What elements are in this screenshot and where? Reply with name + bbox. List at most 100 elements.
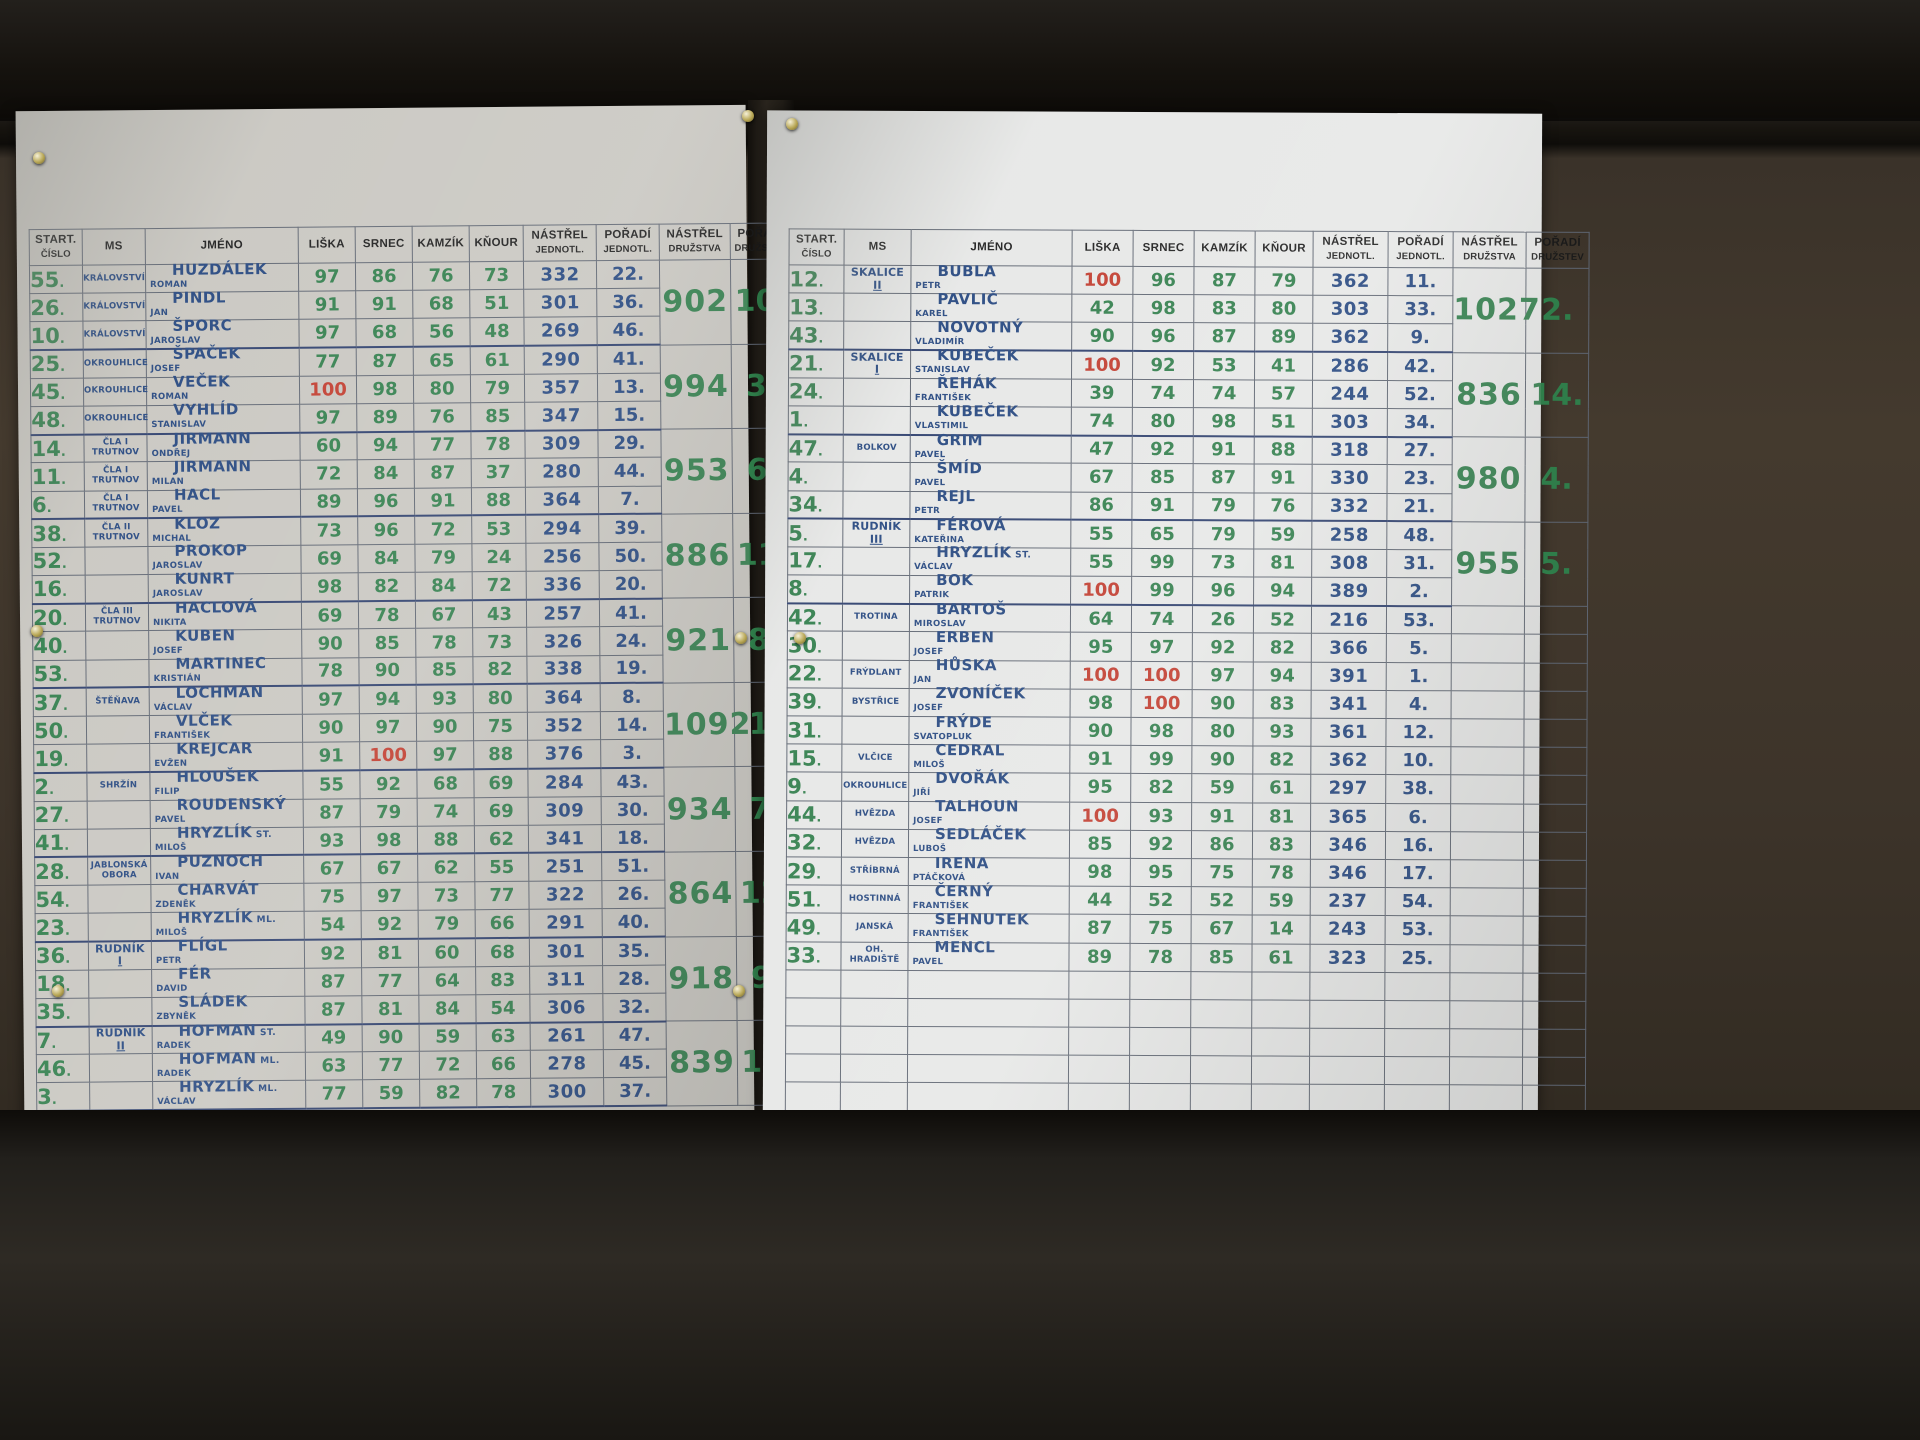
cell-liska: 42 (1071, 294, 1133, 323)
col-start-number: START. ČÍSLO (29, 229, 83, 266)
cell-srnec: 92 (1132, 435, 1194, 464)
cell-start-number: 34. (787, 490, 844, 519)
cell-nastrel-jednotl: 346 (1310, 859, 1386, 888)
cell-knour: 54 (475, 994, 531, 1023)
cell-kamzik: 79 (1192, 520, 1254, 549)
cell-start-number: 46. (36, 1054, 90, 1083)
cell-empty (1384, 1000, 1450, 1029)
cell-poradi-jednotl: 18. (601, 823, 665, 853)
cell-ms: KRÁLOVSTVÍ (82, 320, 147, 350)
cell-nastrel-druzstva: 980 (1451, 436, 1526, 522)
col-nastrel-jednotl: NÁSTŘEL JEDNOTL. (1313, 231, 1389, 268)
cell-name: PETR FLÍGL (151, 937, 305, 970)
cell-srnec: 79 (360, 797, 418, 827)
cell-nastrel-druzstva (1451, 662, 1525, 691)
cell-ms (84, 546, 149, 576)
cell-liska: 98 (1069, 858, 1131, 887)
cell-nastrel-jednotl: 309 (528, 796, 602, 826)
cell-nastrel-jednotl: 294 (525, 514, 599, 544)
cell-kamzik: 87 (1193, 266, 1256, 296)
cell-poradi-jednotl: 6. (1385, 803, 1451, 832)
cell-srnec: 85 (1132, 463, 1194, 493)
cell-nastrel-jednotl: 336 (526, 570, 600, 600)
cell-poradi-jednotl: 30. (601, 795, 665, 825)
cell-liska: 91 (302, 741, 360, 771)
cell-nastrel-druzstva (1450, 916, 1524, 945)
cell-poradi-jednotl: 16. (1385, 831, 1451, 860)
cell-empty (907, 998, 1069, 1028)
cell-srnec: 95 (1130, 858, 1192, 887)
cell-nastrel-jednotl: 306 (529, 993, 604, 1023)
cell-start-number: 2. (33, 772, 88, 802)
cell-knour: 77 (474, 881, 530, 911)
cell-knour: 14 (1252, 915, 1311, 944)
cell-empty (1522, 1029, 1586, 1058)
cell-ms: ČLA I TRUTNOV (84, 490, 148, 519)
cell-start-number: 52. (31, 546, 86, 576)
cell-start-number: 11. (31, 462, 85, 492)
cell-poradi-jednotl: 12. (1385, 718, 1452, 747)
cell-start-number: 40. (32, 631, 86, 661)
cell-srnec: 96 (357, 515, 415, 545)
cell-nastrel-druzstva (1450, 718, 1525, 748)
cell-poradi-jednotl: 13. (597, 372, 661, 402)
table-row: 42. TROTINA MIROSLAV BARTOŠ 64 74 26 52 216 53. (787, 600, 1588, 635)
cell-poradi-druzstev: 14. (1525, 352, 1589, 438)
cell-kamzik: 73 (417, 881, 476, 911)
cell-poradi-jednotl: 19. (599, 654, 664, 684)
cell-empty (1129, 1112, 1191, 1141)
cell-liska: 97 (299, 403, 357, 433)
cell-ms: BOLKOV (843, 434, 911, 463)
cell-ms: JABLONSKÁ OBORA (87, 856, 151, 886)
cell-knour: 73 (472, 627, 527, 657)
pin-tack (735, 632, 747, 644)
cell-knour: 82 (1253, 633, 1312, 662)
cell-liska: 95 (1069, 773, 1131, 802)
cell-start-number: 5. (787, 518, 843, 548)
cell-srnec: 82 (358, 572, 416, 601)
cell-name: PAVEL MENCL (907, 938, 1070, 971)
cell-srnec: 99 (1131, 576, 1193, 605)
cell-nastrel-jednotl: 332 (523, 260, 597, 290)
cell-knour: 85 (470, 402, 525, 431)
cell-srnec: 89 (356, 403, 414, 432)
cell-liska: 69 (300, 544, 359, 574)
cell-liska: 97 (302, 685, 360, 715)
cell-empty (1129, 1083, 1191, 1113)
cell-srnec: 97 (360, 882, 419, 912)
cell-poradi-jednotl: 53. (1386, 605, 1452, 635)
cell-kamzik: 85 (1190, 943, 1253, 972)
cell-start-number: 25. (30, 349, 84, 379)
cell-start-number: 38. (31, 518, 85, 548)
result-sheet-right: START. ČÍSLO MS JMÉNO LIŠKA SRNEC KAMZÍK… (762, 110, 1590, 1143)
cell-start-number: 21. (788, 349, 844, 378)
cell-srnec: 86 (355, 262, 413, 291)
table-row-empty (785, 1110, 1586, 1143)
cell-start-number: 29. (786, 856, 842, 886)
cell-nastrel-jednotl: 301 (523, 288, 597, 318)
cell-srnec: 65 (1131, 520, 1193, 549)
cell-empty (1190, 1055, 1252, 1085)
cell-knour: 83 (475, 965, 530, 995)
cell-srnec: 92 (361, 910, 419, 940)
cell-srnec: 100 (359, 741, 417, 771)
cell-empty (1251, 1112, 1310, 1142)
pin-tack (52, 985, 64, 997)
cell-empty (785, 1054, 841, 1083)
table-row: 30. JOSEF ERBEN 95 97 92 82 366 5. (787, 628, 1588, 664)
cell-empty (1522, 1113, 1586, 1143)
table-row: 32. HVĚZDA LUBOŠ SEDLÁČEK 85 92 86 83 346 16. (786, 825, 1587, 861)
cell-empty (1384, 972, 1450, 1001)
col-srnec: SRNEC (1133, 230, 1195, 267)
table-row: 12. SKALICE II PETR BUBLA 100 96 87 79 362 11. 1027… (788, 262, 1590, 353)
cell-nastrel-jednotl: 269 (523, 317, 598, 346)
cell-poradi-jednotl: 11. (1387, 267, 1454, 296)
cell-liska: 89 (1068, 942, 1131, 972)
table-row: 7. RUDNÍK II RADEK HOFMAN ST. 49 90 59 63 261 47. 8… (36, 1019, 799, 1106)
cell-knour: 37 (471, 458, 526, 488)
cell-ms: ČLA II TRUTNOV (84, 518, 148, 547)
cell-nastrel-jednotl: 361 (1310, 718, 1387, 747)
cell-ms (87, 828, 151, 858)
plank-seam (0, 1300, 1920, 1303)
cell-knour: 88 (473, 740, 528, 770)
